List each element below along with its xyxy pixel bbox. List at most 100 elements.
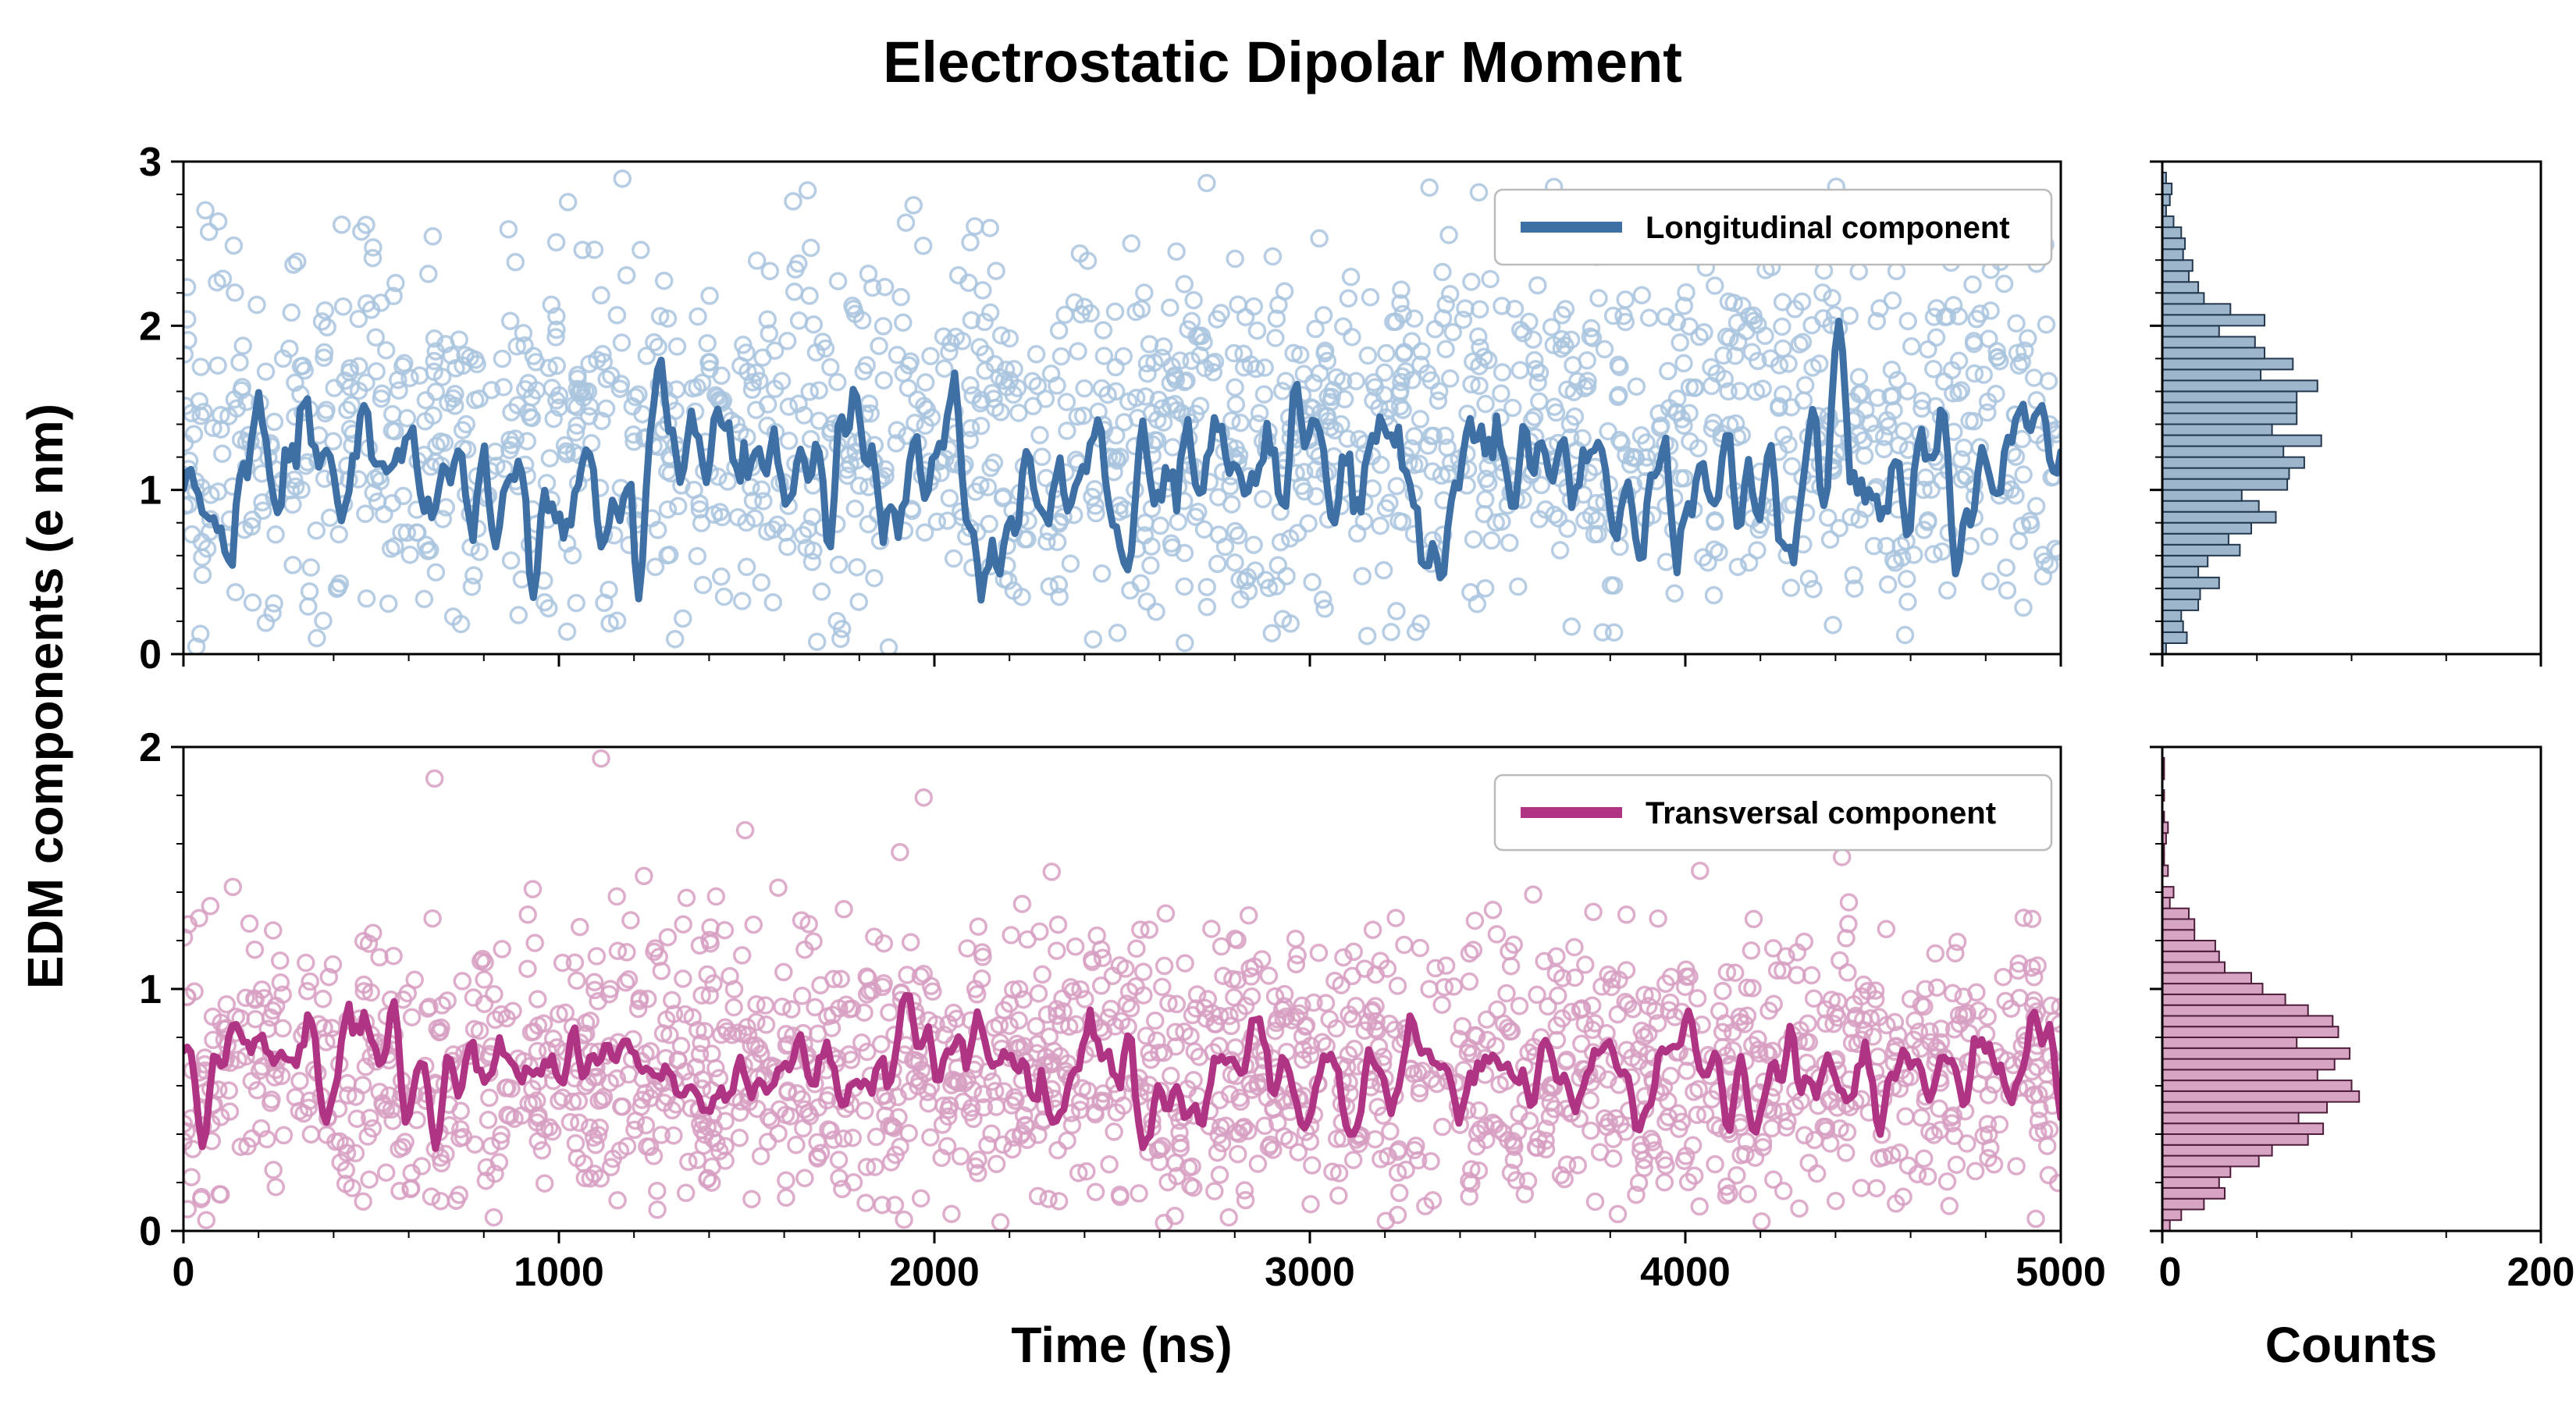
scatter-point (1551, 1165, 1571, 1185)
scatter-point (1924, 545, 1943, 564)
scatter-point (738, 362, 757, 382)
scatter-point (635, 866, 653, 886)
scatter-point (616, 973, 635, 992)
scatter-point (1389, 1183, 1409, 1203)
scatter-point (2037, 315, 2056, 334)
scatter-point (894, 313, 913, 333)
scatter-point (608, 1191, 627, 1210)
scatter-point (528, 990, 547, 1008)
scatter-point (875, 277, 895, 297)
scatter-point (1738, 1185, 1757, 1204)
scatter-point (973, 948, 992, 966)
scatter-point (1565, 968, 1585, 987)
scatter-point (850, 476, 869, 495)
scatter-point (1072, 305, 1091, 324)
scatter-point (1009, 1011, 1028, 1030)
scatter-point (1725, 963, 1745, 982)
scatter-point (1823, 289, 1841, 308)
scatter-point (183, 987, 197, 1007)
scatter-point (1345, 1040, 1364, 1058)
scatter-point (443, 607, 463, 626)
scatter-point (1845, 579, 1864, 598)
scatter-point (799, 520, 818, 539)
scatter-point (265, 1068, 284, 1087)
scatter-point (364, 923, 382, 942)
scatter-point (1155, 956, 1174, 976)
scatter-point (365, 469, 385, 489)
scatter-point (1008, 379, 1027, 397)
scatter-point (1864, 536, 1884, 556)
y-axis-label: EDM components (e nm) (17, 404, 73, 989)
scatter-point (1966, 1161, 1985, 1181)
scatter-point (593, 344, 612, 364)
scatter-point (1501, 1163, 1521, 1183)
scatter-point (580, 354, 599, 373)
scatter-point (542, 295, 561, 315)
scatter-point (1433, 1117, 1452, 1136)
scatter-point (291, 357, 311, 376)
scatter-point (804, 541, 823, 560)
scatter-point (1242, 987, 1261, 1006)
scatter-point (1582, 1121, 1600, 1140)
scatter-point (1267, 1013, 1286, 1033)
scatter-point (1267, 309, 1286, 328)
scatter-point (698, 1170, 717, 1189)
scatter-point (1229, 526, 1248, 545)
scatter-point (1905, 1011, 1924, 1030)
scatter-point (1612, 433, 1631, 452)
scatter-point (211, 1185, 230, 1204)
scatter-point (1300, 1132, 1320, 1151)
scatter-point (315, 343, 334, 362)
scatter-point (1979, 1086, 1998, 1104)
scatter-point (665, 630, 685, 649)
scatter-point (245, 940, 265, 959)
scatter-point (829, 555, 849, 574)
scatter-point (1016, 1116, 1035, 1135)
scatter-point (1790, 335, 1809, 354)
scatter-point (923, 982, 942, 1001)
scatter-point (1840, 306, 1859, 325)
scatter-point (664, 1126, 683, 1145)
scatter-point (1255, 358, 1274, 377)
scatter-point (237, 988, 255, 1008)
scatter-point (1211, 1118, 1230, 1136)
scatter-point (649, 948, 668, 966)
scatter-point (674, 969, 692, 988)
scatter-point (1297, 1016, 1316, 1035)
scatter-point (712, 366, 731, 386)
tick-label: 1000 (514, 1250, 604, 1295)
scatter-point (807, 632, 827, 651)
scatter-point (1127, 939, 1146, 959)
scatter-point (865, 568, 884, 588)
scatter-point (1604, 623, 1624, 642)
scatter-point (2023, 909, 2042, 928)
scatter-point (1478, 350, 1498, 370)
scatter-point (1091, 940, 1111, 959)
scatter-point (1388, 976, 1407, 995)
scatter-point (896, 213, 916, 233)
scatter-point (1276, 372, 1295, 390)
scatter-point (361, 1108, 379, 1127)
scatter-point (1802, 966, 1821, 985)
scatter-point (1313, 1033, 1332, 1051)
scatter-point (468, 354, 486, 374)
scatter-point (821, 1121, 840, 1140)
scatter-point (1183, 1157, 1201, 1176)
scatter-point (1286, 955, 1306, 974)
scatter-point (2007, 1157, 2026, 1176)
scatter-point (283, 556, 302, 574)
scatter-point (1094, 321, 1113, 340)
scatter-point (677, 888, 696, 908)
scatter-point (266, 1177, 286, 1197)
hist-bar (2161, 972, 2252, 985)
scatter-points (183, 169, 2061, 654)
scatter-point (1799, 1154, 1818, 1172)
scatter-point (491, 1132, 510, 1151)
scatter-point (553, 1088, 572, 1108)
scatter-point (454, 1127, 473, 1147)
scatter-point (272, 1066, 291, 1086)
hist-bar (2161, 554, 2209, 567)
scatter-point (1382, 622, 1400, 642)
scatter-point (1284, 343, 1303, 363)
